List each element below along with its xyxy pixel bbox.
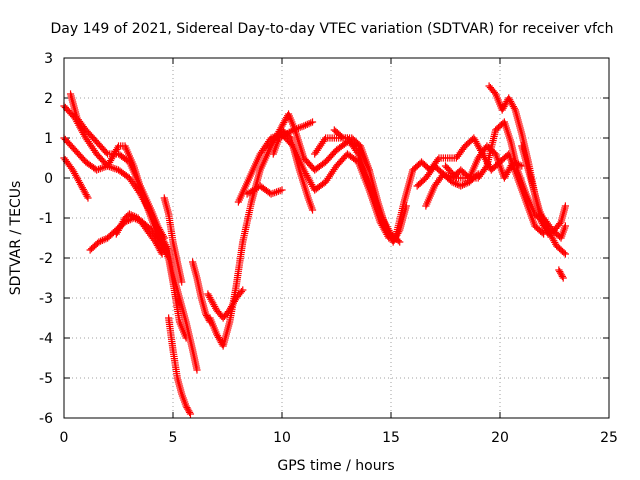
data-point — [278, 186, 286, 194]
plot-frame — [63, 57, 610, 419]
y-tick-label: -6 — [39, 411, 53, 427]
x-axis-label: GPS time / hours — [277, 458, 394, 474]
series-pass-4 — [60, 154, 92, 202]
y-tick-label: -4 — [39, 331, 53, 347]
data-point — [193, 366, 201, 374]
y-tick-label: 3 — [44, 51, 53, 67]
x-tick-label: 15 — [382, 430, 400, 446]
data-point — [178, 278, 186, 286]
series-pass-6 — [112, 210, 166, 258]
y-tick-label: -5 — [39, 371, 53, 387]
data-point — [84, 194, 92, 202]
series-pass-9 — [189, 258, 214, 326]
data-point — [559, 274, 567, 282]
series-pass-17 — [330, 126, 373, 174]
data-point — [396, 238, 404, 246]
data-point — [561, 202, 569, 210]
series-pass-14 — [269, 126, 317, 214]
y-tick-label: -2 — [39, 251, 53, 267]
data-point — [561, 222, 569, 230]
data-point — [239, 286, 247, 294]
y-tick-label: 0 — [44, 171, 53, 187]
data-marks — [60, 82, 569, 418]
x-tick-label: 10 — [273, 430, 291, 446]
series-pass-21 — [441, 118, 548, 226]
data-point — [186, 410, 195, 418]
data-point — [160, 234, 168, 242]
y-axis-ticks: -6 -5 -4 -3 -2 -1 0 1 2 3 — [39, 51, 609, 427]
data-point — [158, 250, 166, 258]
series-pass-16 — [311, 134, 404, 246]
data-point — [561, 250, 569, 258]
series-pass-13 — [243, 182, 286, 198]
series-pass-25 — [555, 266, 567, 282]
y-axis-label: SDTVAR / TECUs — [8, 181, 24, 296]
y-tick-label: -3 — [39, 291, 53, 307]
series-pass-11 — [206, 110, 410, 350]
series-pass-23 — [518, 142, 569, 258]
data-point — [308, 206, 317, 214]
series-pass-15 — [276, 118, 317, 142]
y-tick-label: 1 — [44, 131, 53, 147]
y-tick-label: -1 — [39, 211, 53, 227]
chart-title: Day 149 of 2021, Sidereal Day-to-day VTE… — [50, 21, 613, 37]
x-tick-label: 5 — [169, 430, 178, 446]
x-axis-ticks: 0 5 10 15 20 25 — [60, 58, 618, 446]
grid — [64, 58, 609, 418]
data-point — [365, 166, 373, 174]
x-tick-label: 25 — [600, 430, 618, 446]
data-point — [385, 234, 393, 242]
y-tick-label: 2 — [44, 91, 53, 107]
x-tick-label: 20 — [491, 430, 509, 446]
data-point — [182, 334, 190, 342]
data-point — [308, 118, 317, 126]
series-pass-7 — [160, 194, 186, 286]
x-tick-label: 0 — [60, 430, 69, 446]
series-pass-1 — [60, 102, 201, 374]
series-pass-24 — [540, 214, 569, 242]
series-pass-8 — [165, 314, 195, 418]
series-pass-10 — [204, 286, 247, 322]
